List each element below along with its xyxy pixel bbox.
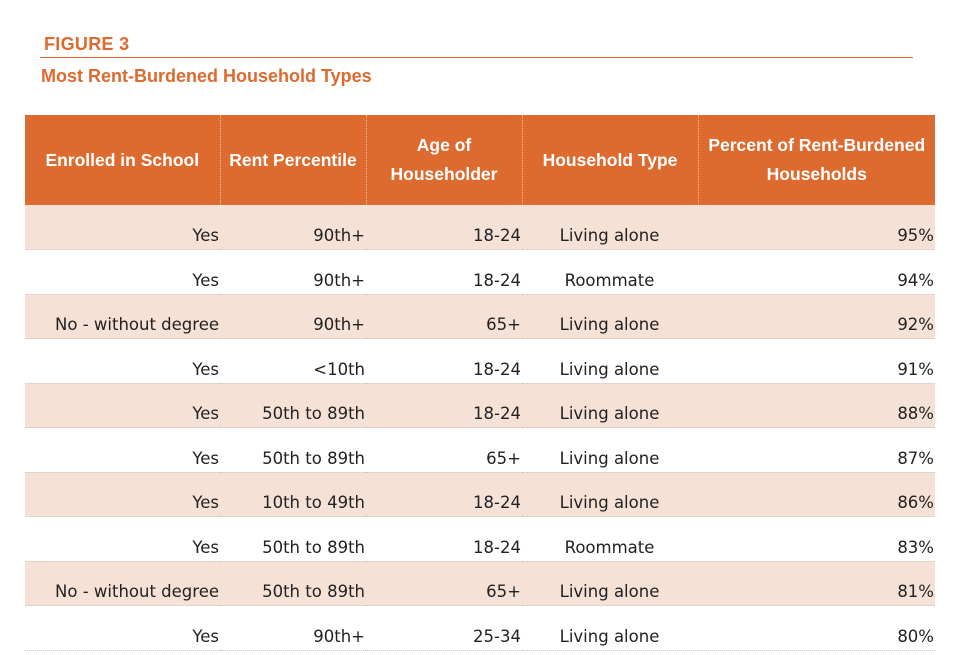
header-row: Enrolled in School Rent Percentile Age o… <box>25 115 935 205</box>
cell-enrolled: Yes <box>25 605 220 651</box>
cell-enrolled: Yes <box>25 516 220 562</box>
cell-percent: 87% <box>698 427 935 473</box>
cell-rent-percentile: 90th+ <box>220 249 366 295</box>
cell-age: 65+ <box>366 561 522 606</box>
table-row: Yes <10th 18-24 Living alone 91% <box>25 338 935 384</box>
cell-age: 18-24 <box>366 516 522 562</box>
table-row: Yes 10th to 49th 18-24 Living alone 86% <box>25 472 935 517</box>
table-header: Enrolled in School Rent Percentile Age o… <box>25 115 935 205</box>
cell-percent: 95% <box>698 205 935 250</box>
cell-rent-percentile: 90th+ <box>220 294 366 339</box>
cell-household-type: Living alone <box>522 427 698 473</box>
column-header-age: Age of Householder <box>365 115 522 205</box>
table-row: No - without degree 50th to 89th 65+ Living… <box>25 561 935 606</box>
cell-rent-percentile: 90th+ <box>220 605 366 651</box>
cell-enrolled: Yes <box>25 427 220 473</box>
cell-enrolled: Yes <box>25 205 220 250</box>
column-header-enrolled: Enrolled in School <box>45 149 200 170</box>
cell-household-type: Roommate <box>522 249 698 295</box>
cell-age: 65+ <box>366 427 522 473</box>
cell-percent: 91% <box>698 338 935 384</box>
cell-percent: 88% <box>698 383 935 428</box>
cell-household-type: Living alone <box>522 205 698 250</box>
cell-age: 18-24 <box>366 249 522 295</box>
table-row: Yes 90th+ 18-24 Living alone 95% <box>25 205 935 250</box>
column-header-percent: Percent of Rent-Burdened Households <box>697 115 935 205</box>
cell-age: 65+ <box>366 294 522 339</box>
figure-label: FIGURE 3 <box>44 34 130 54</box>
table-row: Yes 50th to 89th 18-24 Living alone 88% <box>25 383 935 428</box>
cell-rent-percentile: 90th+ <box>220 205 366 250</box>
cell-age: 18-24 <box>366 472 522 517</box>
cell-household-type: Living alone <box>522 472 698 517</box>
cell-percent: 86% <box>698 472 935 517</box>
cell-enrolled: Yes <box>25 338 220 384</box>
cell-age: 18-24 <box>366 383 522 428</box>
cell-age: 18-24 <box>366 205 522 250</box>
cell-enrolled: Yes <box>25 249 220 295</box>
cell-rent-percentile: 10th to 49th <box>220 472 366 517</box>
table-body: Yes 90th+ 18-24 Living alone 95% Yes 90th+ 18-2… <box>25 205 935 651</box>
table-row: Yes 90th+ 25-34 Living alone 80% <box>25 605 935 651</box>
table-row: No - without degree 90th+ 65+ Living alone 9… <box>25 294 935 339</box>
cell-enrolled: No - without degree <box>25 294 220 339</box>
cell-percent: 92% <box>698 294 935 339</box>
cell-percent: 80% <box>698 605 935 651</box>
column-header-rent-percentile: Rent Percentile <box>219 115 366 205</box>
figure-title: Most Rent-Burdened Household Types <box>41 66 372 86</box>
column-header-household-type: Household Type <box>521 115 698 205</box>
cell-rent-percentile: 50th to 89th <box>220 561 366 606</box>
cell-age: 25-34 <box>366 605 522 651</box>
cell-household-type: Roommate <box>522 516 698 562</box>
cell-percent: 83% <box>698 516 935 562</box>
rent-burden-table: Enrolled in School Rent Percentile Age o… <box>25 115 935 651</box>
table-row: Yes 50th to 89th 65+ Living alone 87% <box>25 427 935 473</box>
cell-household-type: Living alone <box>522 338 698 384</box>
cell-enrolled: No - without degree <box>25 561 220 606</box>
cell-household-type: Living alone <box>522 561 698 606</box>
figure-divider <box>40 57 913 58</box>
cell-household-type: Living alone <box>522 383 698 428</box>
cell-age: 18-24 <box>366 338 522 384</box>
cell-rent-percentile: 50th to 89th <box>220 427 366 473</box>
cell-enrolled: Yes <box>25 383 220 428</box>
cell-percent: 81% <box>698 561 935 606</box>
table-row: Yes 90th+ 18-24 Roommate 94% <box>25 249 935 295</box>
cell-rent-percentile: 50th to 89th <box>220 516 366 562</box>
cell-rent-percentile: 50th to 89th <box>220 383 366 428</box>
cell-enrolled: Yes <box>25 472 220 517</box>
cell-rent-percentile: <10th <box>220 338 366 384</box>
table-row: Yes 50th to 89th 18-24 Roommate 83% <box>25 516 935 562</box>
cell-household-type: Living alone <box>522 605 698 651</box>
cell-percent: 94% <box>698 249 935 295</box>
cell-household-type: Living alone <box>522 294 698 339</box>
